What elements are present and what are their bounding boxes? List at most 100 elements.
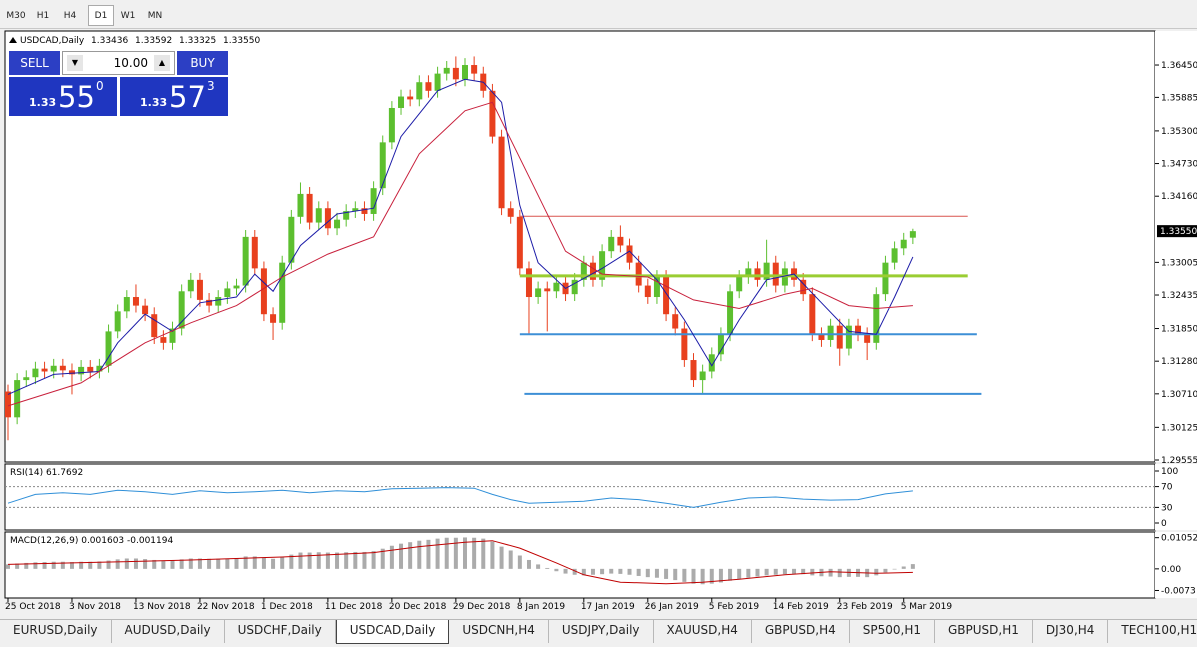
histogram-bar [691,568,696,584]
histogram-bar [718,568,723,583]
candle-body [270,314,277,323]
y-tick-label: 1.35300 [1161,127,1197,137]
histogram-bar [755,568,760,577]
y-tick-label: 1.30125 [1161,423,1197,433]
timeframe-button[interactable]: H1 [36,10,50,21]
x-tick-label: 29 Dec 2018 [453,602,511,612]
x-tick-label: 11 Dec 2018 [325,602,383,612]
candle-body [388,107,395,143]
histogram-bar [700,568,705,585]
candle-body [123,297,130,312]
histogram-bar [69,562,74,569]
candle-body [169,328,176,343]
histogram-bar [344,552,349,569]
histogram-bar [51,561,56,569]
histogram-bar [124,558,129,569]
candle-body [242,236,249,286]
candle-body [699,371,706,381]
histogram-bar [472,537,477,569]
candle-body [772,262,779,286]
timeframe-button[interactable]: MN [147,10,163,21]
timeframe-button[interactable]: W1 [120,10,136,21]
candle-body [553,282,560,292]
y-tick-label: 1.35885 [1161,93,1197,103]
candle-body [800,279,807,295]
candle-body [690,360,697,381]
histogram-bar [389,545,394,569]
histogram-bar [782,568,787,575]
histogram-bar [746,568,751,578]
candle-body [59,365,66,371]
histogram-bar [627,568,632,575]
histogram-bar [563,568,568,574]
candle-body [608,236,615,252]
increase-button[interactable]: ▲ [154,55,170,71]
candle-body [873,294,880,343]
histogram-bar [179,559,184,569]
y-tick-label: 1.34160 [1161,192,1197,202]
candle-body [471,65,478,74]
histogram-bar [709,568,714,584]
histogram-bar [645,568,650,578]
histogram-bar [280,557,285,569]
y-tick-label: 1.29555 [1161,456,1197,466]
chart-tab[interactable]: USDCAD,Daily [335,620,450,644]
candle-body [736,276,743,292]
chart-tab[interactable]: EURUSD,Daily [0,620,112,643]
chart-tab[interactable]: USDJPY,Daily [549,620,654,643]
candle-body [178,291,185,329]
ask-quote[interactable]: 1.33 57 3 [120,77,228,116]
histogram-bar [33,562,38,569]
histogram-bar [801,568,806,575]
chart-tab[interactable]: TECH100,H1 [1108,620,1197,643]
candle-body [224,288,231,298]
histogram-bar [216,558,221,569]
timeframe-button[interactable]: H4 [63,10,77,21]
candle-body [535,288,542,298]
candle-body [653,276,660,298]
histogram-bar [463,537,467,569]
y-tick-label: 1.30710 [1161,390,1197,400]
histogram-bar [737,568,742,579]
timeframe-button[interactable]: D1 [88,5,114,26]
histogram-bar [408,542,413,569]
chart-tab[interactable]: SP500,H1 [850,620,935,643]
chart-tab[interactable]: GBPUSD,H1 [935,620,1033,643]
ohlc-value: 1.33325 [179,36,216,46]
candle-body [398,96,405,108]
quote-pips: 55 [58,80,95,114]
decrease-button[interactable]: ▼ [67,55,83,71]
chart-tab[interactable]: XAUUSD,H4 [654,620,752,643]
candle-body [196,279,203,300]
chart-tab[interactable]: USDCNH,H4 [449,620,549,643]
chart-tab[interactable]: USDCHF,Daily [225,620,336,643]
histogram-bar [517,555,522,569]
buy-button[interactable]: BUY [177,51,228,75]
candle-body [717,334,724,355]
bid-quote[interactable]: 1.33 55 0 [9,77,117,116]
histogram-bar [910,564,915,569]
candle-body [187,279,194,292]
candle-body [114,311,121,332]
quote-fraction: 3 [207,79,215,93]
indicator-line [7,487,913,508]
sell-button[interactable]: SELL [9,51,60,75]
volume-input[interactable]: ▼ 10.00 ▲ [62,51,175,75]
chart-tab[interactable]: GBPUSD,H4 [752,620,850,643]
histogram-bar [481,538,486,569]
histogram-bar [636,568,641,576]
histogram-bar [792,568,797,574]
chart-tab[interactable]: AUDUSD,Daily [112,620,225,643]
histogram-bar [581,568,586,576]
candle-body [315,208,322,223]
chart-tab[interactable]: DJ30,H4 [1033,620,1109,643]
histogram-bar [307,552,312,569]
timeframe-button[interactable]: M30 [6,10,26,21]
histogram-bar [133,558,138,569]
candle-body [334,219,341,229]
panel-background [4,463,1156,531]
chart-tabs: EURUSD,Daily AUDUSD,Daily USDCHF,Daily USDC… [0,619,1197,647]
candle-body [635,262,642,286]
candle-body [32,368,39,378]
